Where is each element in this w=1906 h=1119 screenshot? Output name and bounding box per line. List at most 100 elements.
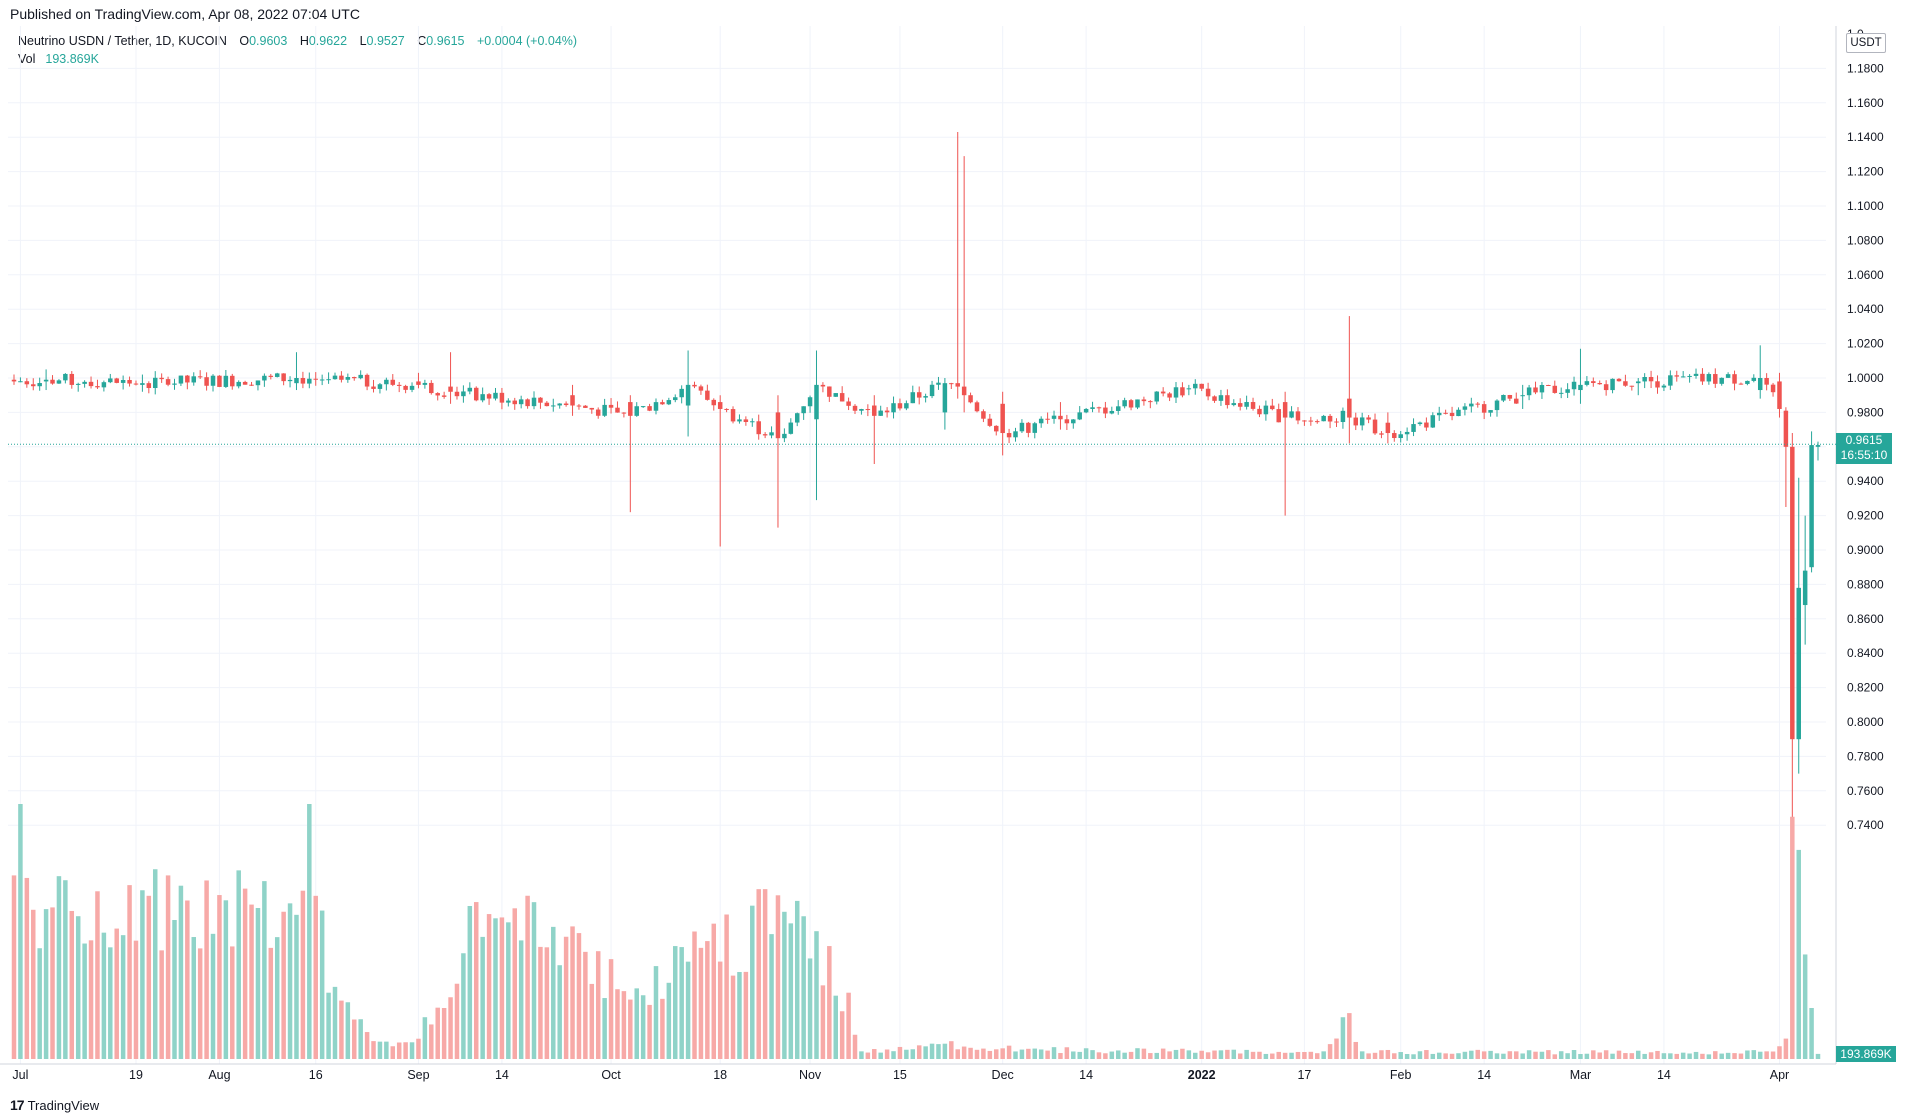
tradingview-logo-icon[interactable]: 17 [10, 1097, 25, 1113]
volume-value: 193.869K [45, 52, 99, 66]
candle-body [1642, 376, 1647, 382]
volume-bar [249, 904, 254, 1059]
volume-bar [1263, 1053, 1269, 1059]
candle-body [461, 391, 466, 397]
candle-body [236, 381, 241, 387]
candle-body [371, 386, 376, 389]
candle-body [345, 377, 351, 380]
volume-bar [409, 1042, 415, 1059]
volume-bar [230, 946, 235, 1059]
candle-body [640, 406, 646, 408]
footer-brand[interactable]: TradingView [27, 1097, 100, 1113]
candle-body [1128, 400, 1134, 408]
candle-body [878, 410, 883, 416]
volume-bar [1706, 1054, 1712, 1059]
volume-bar [127, 885, 132, 1059]
candle-body [1385, 422, 1391, 434]
candle-body [1539, 384, 1545, 393]
y-tick-label: 0.8000 [1847, 715, 1884, 729]
candle-body [891, 403, 896, 413]
volume-bar [1199, 1050, 1204, 1059]
volume-bar [1218, 1050, 1224, 1059]
volume-bar [1385, 1049, 1391, 1059]
volume-bar [1340, 1017, 1346, 1059]
volume-label[interactable]: Vol [18, 52, 36, 66]
volume-bar [1334, 1038, 1339, 1059]
volume-bar [1713, 1051, 1718, 1059]
volume-bar [987, 1050, 993, 1059]
candle-body [1096, 407, 1102, 409]
candle-body [1533, 387, 1538, 393]
candle-body [692, 384, 697, 387]
candle-body [1514, 398, 1519, 404]
candle-body [319, 379, 325, 381]
candle-body [197, 376, 203, 378]
volume-bar [473, 902, 479, 1059]
symbol-title[interactable]: Neutrino USDN / Tether, 1D, KUCOIN [18, 34, 227, 48]
volume-bar [1167, 1051, 1172, 1059]
candle-body [230, 375, 235, 387]
candle-body [1103, 407, 1108, 414]
candle-body [499, 392, 505, 403]
candle-body [185, 375, 190, 383]
candle-body [1237, 403, 1243, 407]
candle-body [679, 388, 684, 398]
candle-body [1648, 376, 1654, 382]
candle-body [1404, 431, 1410, 435]
quote-unit-badge[interactable]: USDT [1846, 33, 1886, 53]
volume-bar [673, 946, 678, 1059]
volume-bar [1411, 1054, 1416, 1059]
candle-body [794, 413, 800, 423]
y-tick-label: 0.7400 [1847, 818, 1884, 832]
candle-body [1449, 412, 1455, 417]
volume-bar [666, 982, 672, 1059]
volume-bar [1083, 1048, 1089, 1059]
volume-bar [152, 869, 158, 1059]
volume-bar [300, 890, 306, 1059]
candle-body [1135, 399, 1140, 408]
x-tick-label: 2022 [1188, 1068, 1216, 1082]
volume-bar [364, 1032, 370, 1059]
volume-bar [827, 946, 832, 1059]
volume-bar [1404, 1053, 1410, 1059]
volume-bar [390, 1046, 396, 1059]
candle-body [685, 384, 691, 406]
candle-body [1347, 398, 1352, 418]
candle-body [56, 380, 62, 384]
candle-body [827, 386, 832, 397]
high-label: H [299, 34, 309, 48]
candle-body [942, 383, 948, 413]
candle-body [1777, 381, 1782, 409]
volume-bar [936, 1044, 941, 1059]
candle-body [1443, 412, 1448, 414]
low-label: L [359, 34, 367, 48]
candle-body [1571, 381, 1577, 390]
candle-body [1167, 393, 1172, 398]
candle-body [88, 381, 94, 387]
volume-bar [416, 1038, 421, 1059]
volume-bar [525, 895, 530, 1059]
y-tick-label: 0.8800 [1847, 577, 1884, 591]
candle-body [1610, 378, 1615, 391]
volume-bar [43, 909, 49, 1059]
volume-bar [1481, 1051, 1487, 1059]
candle-body [820, 384, 826, 387]
volume-bar [1430, 1053, 1436, 1059]
volume-bar [441, 1008, 447, 1059]
candle-body [1693, 373, 1699, 376]
volume-bar [140, 890, 145, 1059]
candle-body [133, 383, 139, 385]
candle-body [1456, 409, 1461, 417]
volume-bar [1796, 849, 1801, 1059]
candle-body [628, 402, 633, 416]
candle-body [865, 409, 871, 411]
volume-bar [839, 1011, 845, 1059]
candle-body [872, 405, 877, 416]
volume-bar [1289, 1052, 1294, 1059]
y-tick-label: 1.0800 [1847, 233, 1884, 247]
volume-bar [1090, 1050, 1095, 1059]
volume-bar [1244, 1049, 1249, 1059]
candle-body [1359, 417, 1365, 426]
volume-bar [1282, 1052, 1288, 1059]
